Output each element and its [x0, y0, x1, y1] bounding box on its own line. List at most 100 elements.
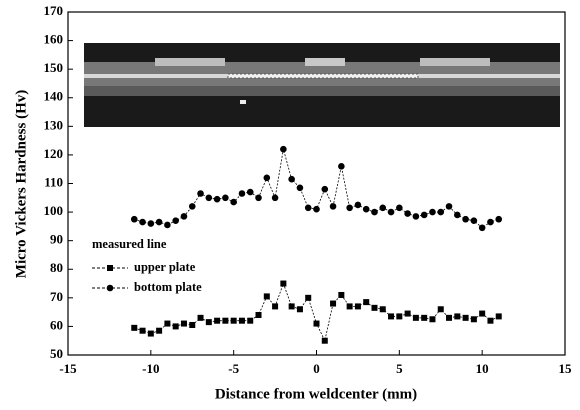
marker	[371, 209, 378, 216]
marker	[330, 203, 337, 210]
marker	[379, 204, 386, 211]
marker	[173, 323, 179, 329]
x-tick-label: -10	[142, 361, 159, 376]
marker	[496, 313, 502, 319]
x-tick-label: 10	[476, 361, 489, 376]
marker	[172, 217, 179, 224]
legend-label: upper plate	[134, 260, 196, 274]
marker	[256, 312, 262, 318]
marker	[363, 206, 370, 213]
marker	[222, 194, 229, 201]
marker	[446, 315, 452, 321]
marker	[421, 315, 427, 321]
chart: Distance from weldcenter (mm) Micro Vick…	[0, 0, 580, 410]
marker	[214, 196, 221, 203]
marker	[338, 292, 344, 298]
x-tick-label: 0	[313, 361, 320, 376]
marker	[355, 303, 361, 309]
marker	[487, 318, 493, 324]
y-tick-label: 100	[44, 203, 64, 218]
marker	[321, 186, 328, 193]
y-tick-label: 170	[44, 3, 64, 18]
marker	[363, 299, 369, 305]
marker	[140, 328, 146, 334]
y-tick-label: 110	[44, 174, 63, 189]
marker	[289, 303, 295, 309]
marker	[495, 216, 502, 223]
marker	[471, 217, 478, 224]
y-tick-label: 70	[50, 289, 63, 304]
marker	[338, 163, 345, 170]
x-tick-label: 5	[396, 361, 403, 376]
marker	[206, 319, 212, 325]
marker	[197, 190, 204, 197]
marker	[347, 303, 353, 309]
marker	[222, 318, 228, 324]
marker	[247, 189, 254, 196]
y-tick-label: 90	[50, 232, 63, 247]
marker	[297, 306, 303, 312]
y-tick-label: 140	[44, 89, 64, 104]
marker	[471, 316, 477, 322]
marker	[438, 306, 444, 312]
legend-label: bottom plate	[134, 280, 202, 294]
marker	[396, 204, 403, 211]
marker	[314, 321, 320, 327]
y-tick-label: 160	[44, 32, 64, 47]
micrograph	[84, 43, 560, 127]
marker	[214, 318, 220, 324]
legend-title: measured line	[92, 237, 167, 251]
x-tick-label: -5	[228, 361, 239, 376]
marker	[462, 216, 469, 223]
marker	[322, 338, 328, 344]
marker	[479, 311, 485, 317]
marker	[231, 318, 237, 324]
marker	[413, 315, 419, 321]
x-tick-label: 15	[559, 361, 573, 376]
marker	[247, 318, 253, 324]
marker	[405, 311, 411, 317]
marker	[264, 174, 271, 181]
y-tick-label: 80	[50, 260, 63, 275]
marker	[404, 210, 411, 217]
marker	[272, 194, 279, 201]
marker	[164, 321, 170, 327]
y-tick-label: 50	[50, 346, 63, 361]
y-tick-label: 120	[44, 146, 64, 161]
marker	[479, 225, 486, 232]
marker	[148, 331, 154, 337]
x-tick-label: -15	[59, 361, 77, 376]
marker	[239, 190, 246, 197]
marker	[429, 316, 435, 322]
marker	[189, 203, 196, 210]
marker	[156, 328, 162, 334]
marker	[429, 209, 436, 216]
marker	[413, 213, 420, 220]
y-axis-label: Micro Vickers Hardness (Hv)	[13, 90, 29, 278]
y-tick-label: 130	[44, 117, 64, 132]
marker	[272, 303, 278, 309]
marker	[189, 322, 195, 328]
marker	[305, 295, 311, 301]
series-line	[134, 149, 498, 228]
marker	[148, 220, 155, 227]
marker	[305, 204, 312, 211]
marker	[330, 301, 336, 307]
marker	[131, 325, 137, 331]
marker	[230, 199, 237, 206]
marker	[181, 213, 188, 220]
marker	[388, 209, 395, 216]
marker	[198, 315, 204, 321]
marker	[264, 293, 270, 299]
marker	[437, 209, 444, 216]
marker	[156, 219, 163, 226]
legend-marker	[107, 285, 114, 292]
marker	[297, 184, 304, 191]
marker	[131, 216, 138, 223]
marker	[388, 313, 394, 319]
marker	[463, 315, 469, 321]
marker	[313, 206, 320, 213]
legend-marker	[107, 265, 113, 271]
marker	[164, 222, 171, 229]
y-tick-label: 60	[50, 317, 63, 332]
